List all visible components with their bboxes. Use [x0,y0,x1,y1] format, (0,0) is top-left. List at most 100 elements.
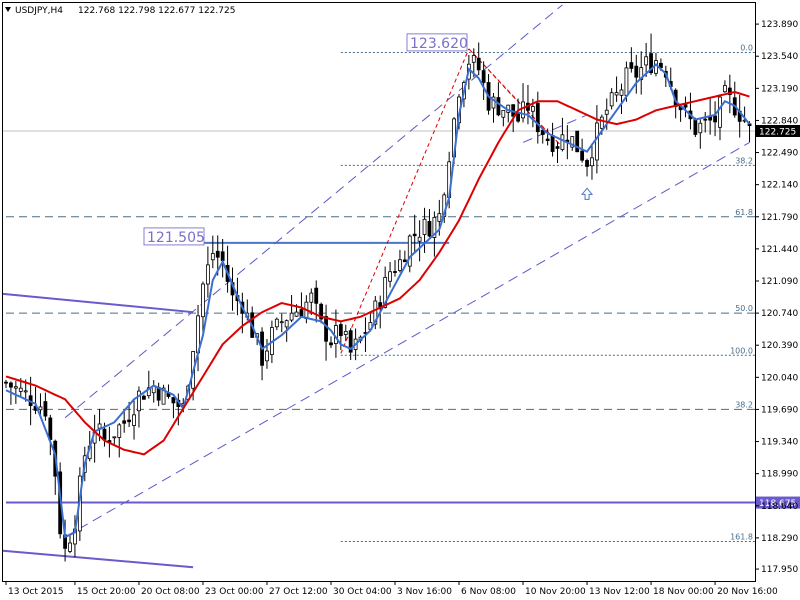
candle-body [422,218,427,235]
candle-body [604,109,609,115]
candle-body [18,387,23,392]
candle-body [210,253,215,261]
y-tick-label: 123.190 [761,84,798,94]
y-tick-label: 122.140 [761,181,798,191]
x-tick-label: 10 Nov 20:00 [525,587,586,597]
candle-body [279,321,284,324]
candle-body [530,106,535,112]
trend-line [2,292,194,314]
candle-body [417,236,422,242]
y-tick-label: 118.290 [761,534,798,544]
price-label-box [143,227,205,246]
candle-body [496,97,501,116]
chart-header: USDJPY,H4 122.768 122.798 122.677 122.72… [5,6,235,16]
candle-body [545,138,550,142]
candle-body [68,542,72,552]
x-tick-label: 30 Oct 04:00 [333,587,392,597]
y-tick-label: 121.790 [761,213,798,223]
candle-body [570,136,575,148]
candle-body [402,259,407,263]
price-label-text: 121.505 [147,230,205,246]
x-tick-label: 23 Oct 00:00 [205,587,264,597]
x-tick-label: 27 Oct 12:00 [269,587,328,597]
candle-body [614,92,619,96]
candle-body [703,118,708,121]
y-tick-label: 121.440 [761,245,798,255]
x-tick-label: 13 Oct 2015 [8,587,64,597]
y-tick-label: 122.840 [761,116,798,126]
candle-body [585,160,589,167]
y-tick-label: 123.540 [761,52,798,62]
x-tick-label: 20 Oct 08:00 [141,587,200,597]
candle-body [437,213,442,222]
candle-body [338,324,343,337]
candle-body [713,115,717,123]
candle-body [117,424,122,438]
candle-body [634,65,639,78]
x-tick-label: 18 Nov 00:00 [653,587,714,597]
channel-line [64,4,563,419]
candle-body [373,300,378,325]
candle-body [97,423,102,429]
current-price-tag [756,124,800,137]
ohlc-readout: 122.768 122.798 122.677 122.725 [78,6,235,16]
candle-body [550,134,555,152]
y-tick-label: 120.040 [761,373,798,383]
candle-body [619,89,624,96]
candle-body [491,96,496,109]
fib-level-label: 161.8 [730,533,753,542]
labels-layer: 121.505 123.620 118.675 61.8 50.0 38.2 0.0 38.2… [143,33,800,542]
candle-body [599,116,604,129]
candle-body [378,302,383,310]
candle-body [644,56,649,66]
candle-body [727,87,732,96]
candle-body [299,309,304,317]
candle-body [476,57,481,71]
candle-body [393,271,397,273]
candle-body [501,109,506,118]
candle-body [309,292,314,303]
candle-body [215,250,220,258]
candle-body [521,101,525,119]
candle-body [698,122,703,134]
candle-body [122,420,127,424]
candle-body [132,414,136,426]
candle-body [161,387,166,405]
fib-level-label: 100.0 [730,346,753,355]
candle-body [23,390,28,393]
candle-body [388,271,392,282]
candle-body [137,390,141,412]
fib-level-label: 38.2 [735,156,753,165]
x-tick-label: 20 Nov 16:00 [717,587,778,597]
candle-body [220,251,225,262]
candle-body [289,312,294,321]
candle-body [4,381,8,384]
moving-averages-layer [5,63,751,539]
candle-body [102,428,107,440]
candle-body [471,55,476,63]
y-tick-label: 122.490 [761,149,798,159]
candle-body [141,395,146,400]
candle-body [205,264,210,285]
dropdown-triangle-icon[interactable] [5,7,11,12]
moving-average-line [5,90,750,456]
candle-body [683,104,688,108]
candle-body [649,53,653,74]
candle-body [43,401,48,417]
candle-body [580,150,585,161]
candle-body [609,92,614,107]
x-axis: 13 Oct 2015 15 Oct 20:00 20 Oct 08:00 23 Oc… [5,581,778,597]
fib-level-label: 61.8 [735,208,753,217]
candle-body [201,283,205,318]
price-label-text: 123.620 [410,36,468,52]
candle-body [654,60,658,74]
y-tick-label: 121.090 [761,277,798,287]
candle-body [427,221,432,237]
y-tick-label: 119.340 [761,438,798,448]
channel-line [522,114,588,143]
y-tick-label: 120.740 [761,309,798,319]
candle-body [629,62,634,69]
candle-body [555,146,560,149]
y-tick-label: 118.990 [761,470,798,480]
